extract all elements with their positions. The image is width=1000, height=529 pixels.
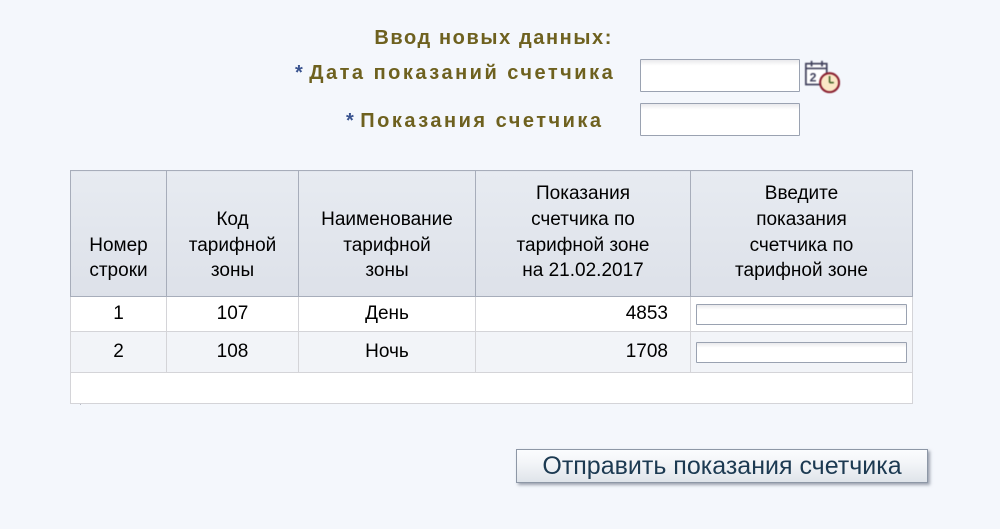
svg-text:2: 2	[810, 71, 817, 85]
